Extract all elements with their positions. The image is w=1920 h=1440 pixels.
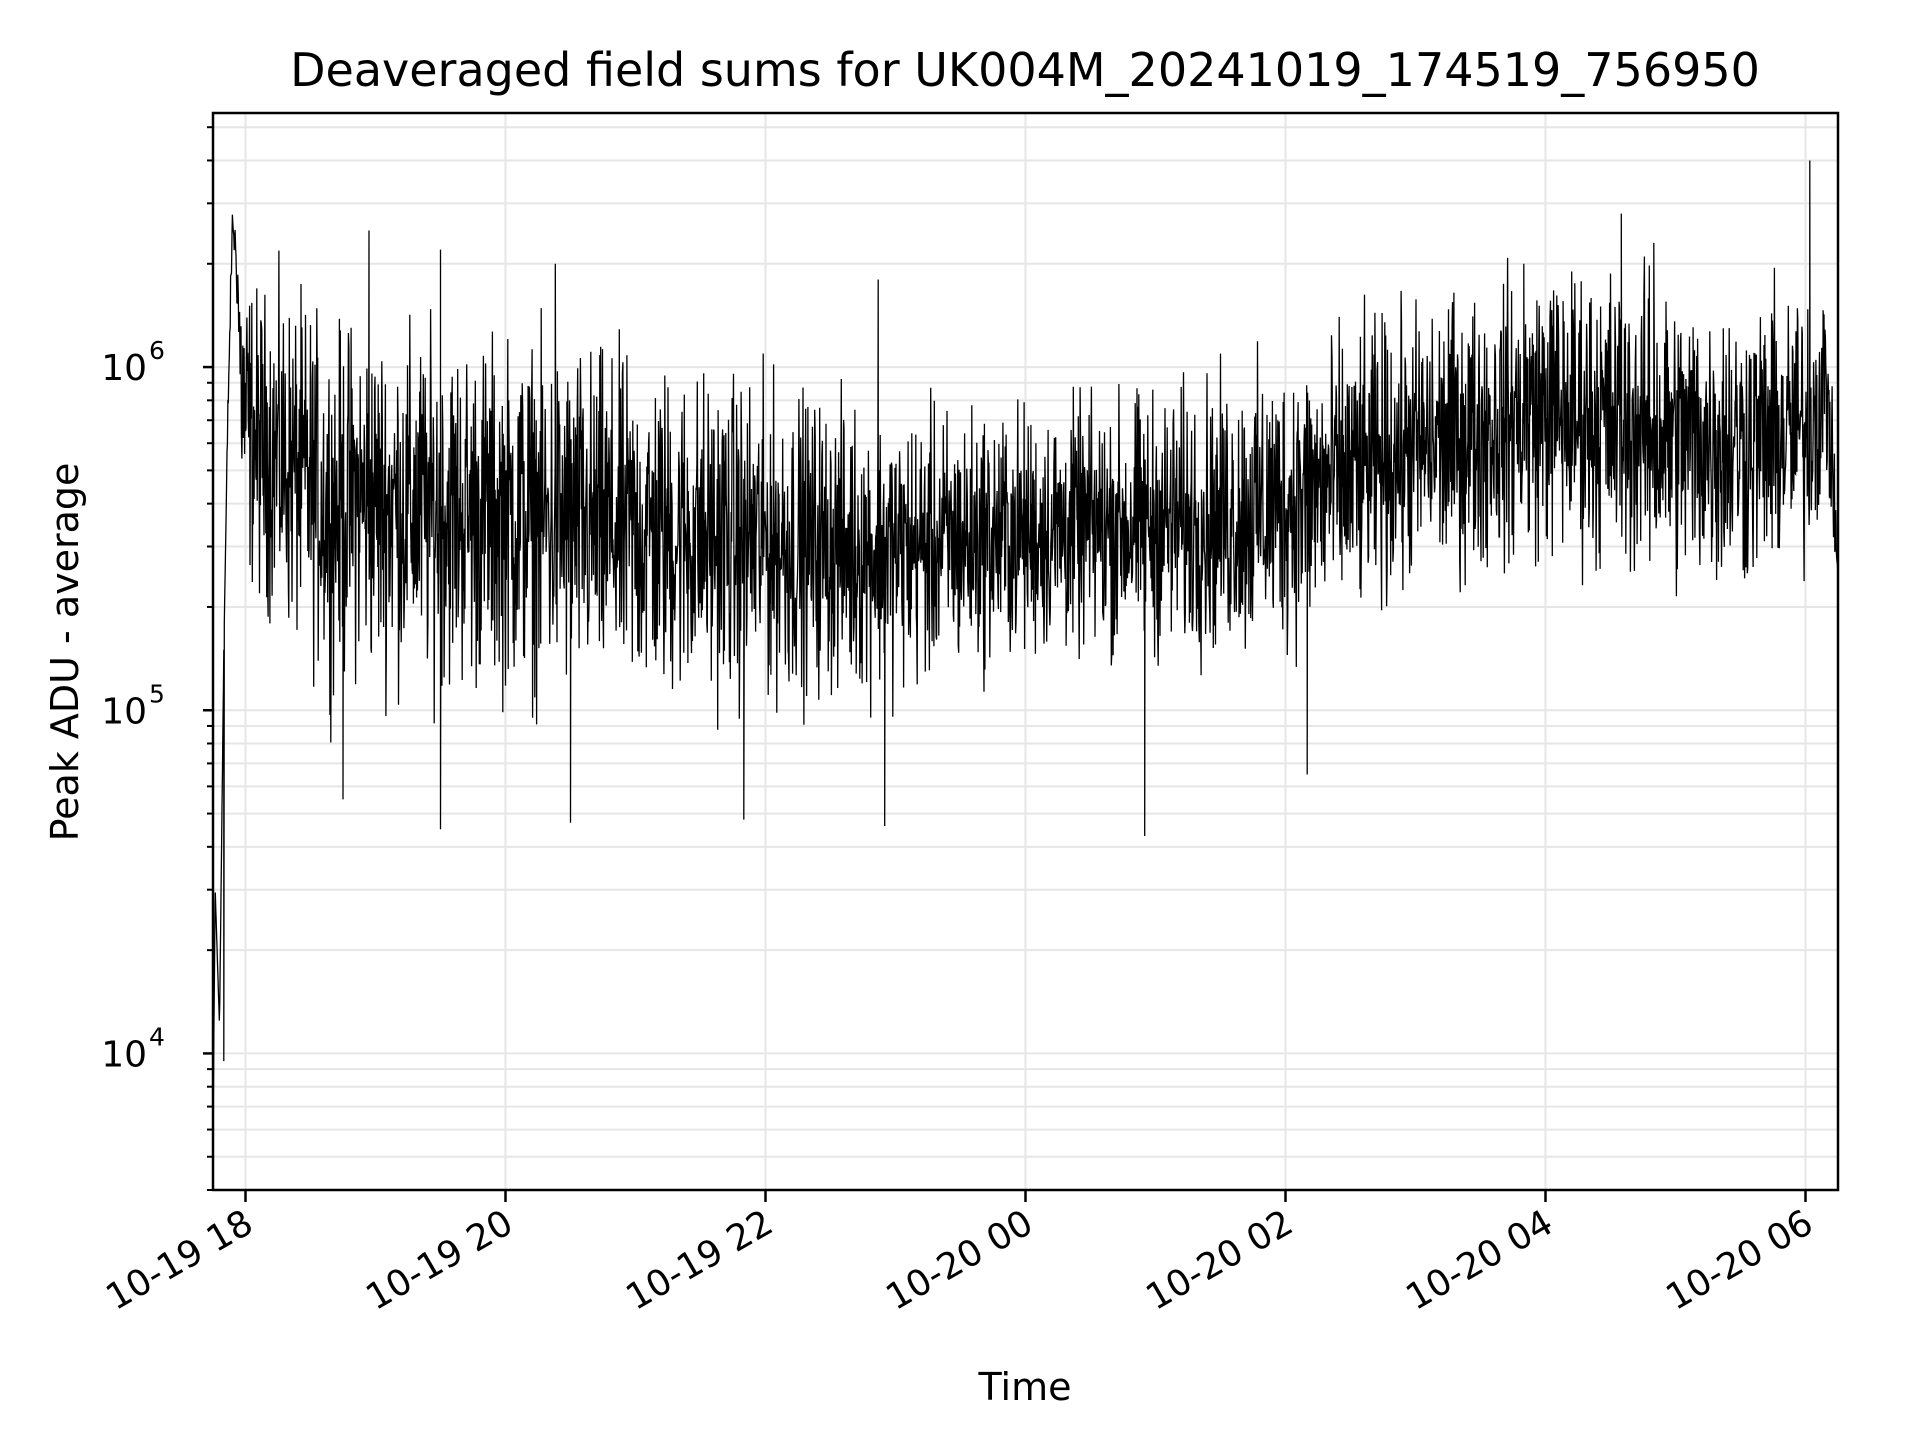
series-line: [212, 160, 1839, 1130]
x-axis-label: Time: [978, 1365, 1072, 1409]
y-tick-label: 10: [101, 691, 147, 732]
y-axis-label: Peak ADU - average: [43, 463, 87, 842]
y-tick-label: 10: [101, 348, 147, 389]
y-tick-label-exponent: 6: [149, 336, 165, 365]
y-tick-label-exponent: 4: [149, 1022, 165, 1051]
chart-title: Deaveraged field sums for UK004M_2024101…: [290, 43, 1760, 97]
y-tick-label: 10: [101, 1034, 147, 1075]
y-tick-label-exponent: 5: [149, 679, 165, 708]
series-group: [212, 160, 1839, 1130]
